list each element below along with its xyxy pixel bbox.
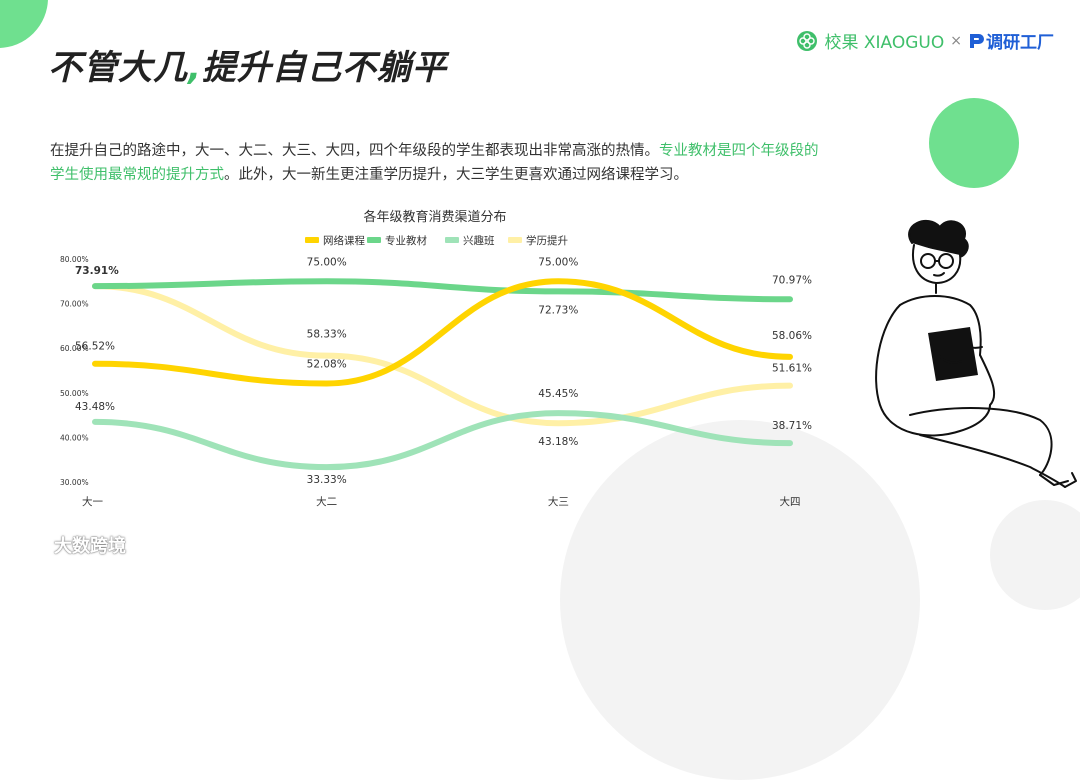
- student-with-tablet-illustration: [875, 219, 1077, 488]
- series-line-0: [92, 278, 793, 387]
- series-line-3: [92, 283, 793, 427]
- data-label: 51.61%: [772, 363, 812, 375]
- data-label: 72.73%: [538, 304, 578, 316]
- brand-times: ×: [950, 32, 962, 49]
- y-tick-label: 40.00%: [60, 433, 89, 442]
- data-label: 43.18%: [538, 436, 578, 448]
- data-label: 58.06%: [772, 330, 812, 342]
- data-label: 52.08%: [307, 359, 347, 371]
- y-tick-label: 80.00%: [60, 255, 89, 264]
- y-tick-label: 70.00%: [60, 300, 89, 309]
- data-label: 75.00%: [538, 256, 578, 268]
- legend-swatch-2: [445, 237, 459, 243]
- page-title: 不管大几,提升自己不躺平: [48, 48, 447, 88]
- chart-title: 各年级教育消费渠道分布: [363, 209, 506, 225]
- brand-logos: 校果 XIAOGUO × 调研工厂: [796, 28, 1054, 53]
- data-label: 73.91%: [75, 265, 119, 277]
- x-tick-label: 大二: [316, 495, 337, 508]
- data-label: 45.45%: [538, 388, 578, 400]
- y-tick-label: 50.00%: [60, 389, 89, 398]
- xiaoguo-flower-icon: [797, 30, 818, 51]
- intro-highlight: 专业教材是四个年级段的学生使用最常规的提升方式: [50, 142, 819, 183]
- legend-swatch-3: [508, 237, 522, 243]
- legend-swatch-1: [367, 237, 381, 243]
- data-label: 70.97%: [772, 274, 812, 286]
- x-tick-label: 大三: [548, 495, 569, 508]
- legend-label-3: 学历提升: [526, 234, 568, 247]
- y-tick-label: 60.00%: [60, 344, 89, 353]
- brand-a-text: 校果 XIAOGUO: [824, 33, 945, 53]
- legend-swatch-0: [305, 237, 319, 243]
- series-line-2: [92, 410, 793, 471]
- survey-factory-logo: 调研工厂: [968, 28, 1054, 53]
- footer-logo: 大数跨境: [10, 532, 126, 558]
- footer-logo-text: 大数跨境: [54, 536, 126, 557]
- legend-label-2: 兴趣班: [463, 234, 495, 247]
- data-label: 38.71%: [772, 420, 812, 432]
- data-label: 33.33%: [307, 474, 347, 486]
- legend-label-0: 网络课程: [323, 234, 365, 247]
- series-line-1: [92, 278, 793, 303]
- data-label: 56.52%: [75, 341, 115, 353]
- x-tick-label: 大四: [780, 495, 801, 508]
- chat-bubble-icon: [13, 538, 49, 554]
- y-tick-label: 30.00%: [60, 478, 89, 487]
- brand-b-text: 调研工厂: [986, 33, 1054, 53]
- data-label: 43.48%: [75, 401, 115, 413]
- intro-paragraph: 在提升自己的路途中，大一、大二、大三、大四，四个年级段的学生都表现出非常高涨的热…: [50, 142, 819, 183]
- x-tick-label: 大一: [82, 495, 103, 508]
- data-label: 58.33%: [307, 329, 347, 341]
- data-label: 75.00%: [307, 256, 347, 268]
- deco-circle-right: [929, 98, 1019, 188]
- survey-factory-icon: [970, 33, 984, 48]
- legend-label-1: 专业教材: [385, 234, 427, 247]
- xiaoguo-logo: 校果 XIAOGUO: [796, 28, 944, 53]
